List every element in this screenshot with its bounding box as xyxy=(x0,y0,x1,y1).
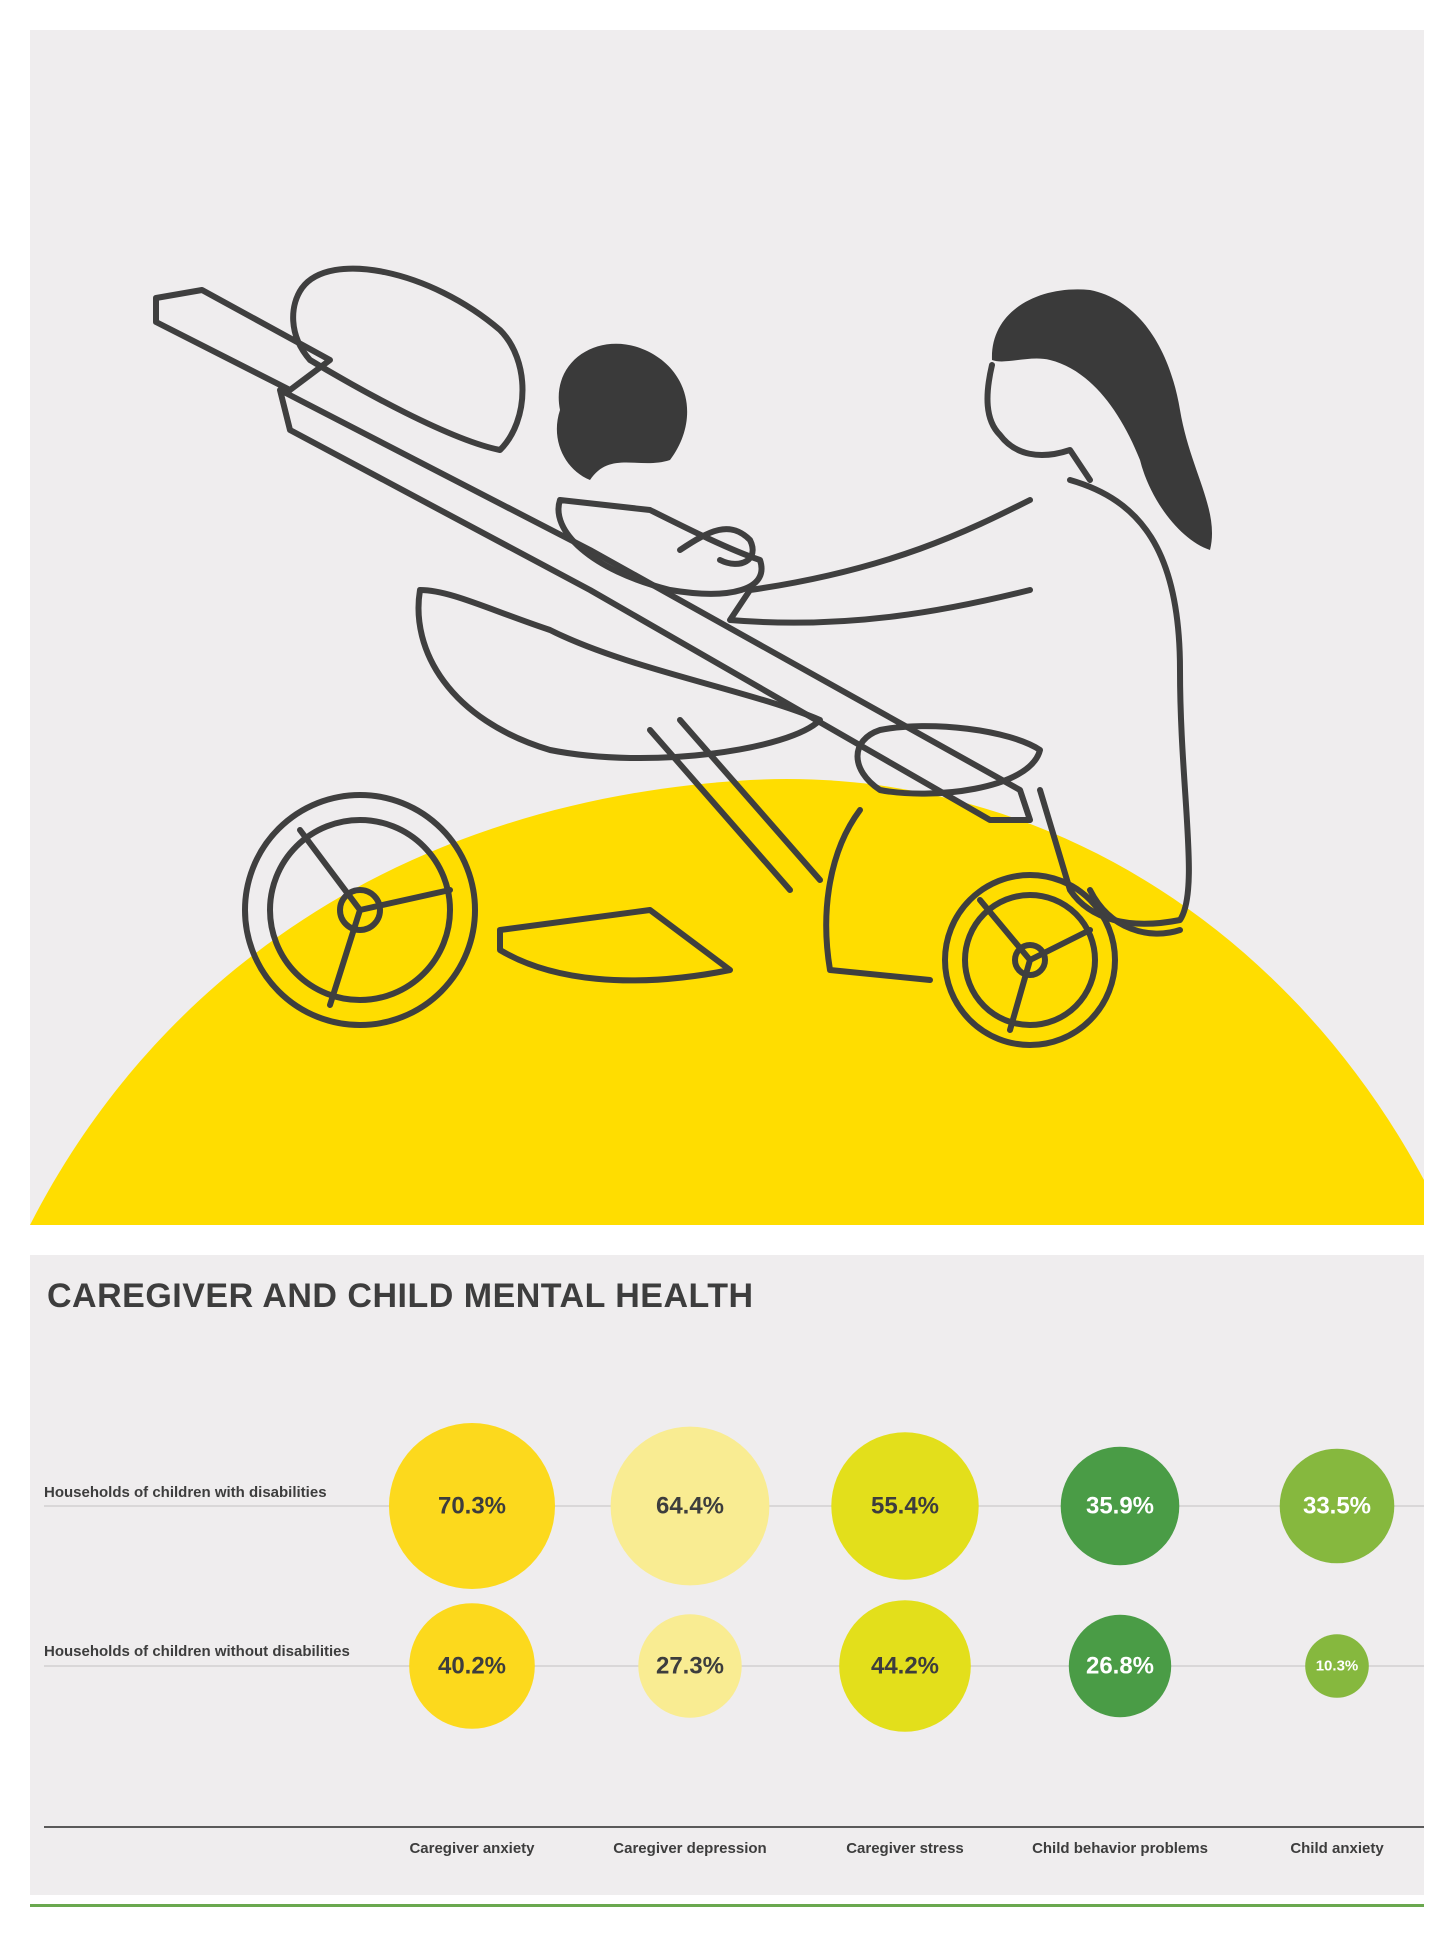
data-label-caregiver-depression-without-disabilities: 27.3% xyxy=(656,1653,724,1680)
data-label-caregiver-stress-with-disabilities: 55.4% xyxy=(871,1493,939,1520)
bottom-rule xyxy=(30,1904,1424,1907)
stroller-handle xyxy=(153,287,333,393)
category-label-caregiver-stress: Caregiver stress xyxy=(846,1840,964,1857)
series-label-with-disabilities: Households of children with disabilities xyxy=(44,1484,327,1501)
category-label-caregiver-depression: Caregiver depression xyxy=(613,1840,767,1857)
data-label-caregiver-depression-with-disabilities: 64.4% xyxy=(656,1493,724,1520)
stroller-front-wheel xyxy=(942,872,1118,1048)
child-arm xyxy=(677,526,756,567)
stroller-seat xyxy=(415,587,823,762)
caregiver-legs xyxy=(823,807,1183,983)
stroller-rear-wheel xyxy=(242,792,478,1028)
category-label-child-behavior-problems: Child behavior problems xyxy=(1032,1840,1208,1857)
bubble-caregiver-depression-without-disabilities xyxy=(638,1614,742,1718)
bubble-child-behavior-problems-without-disabilities xyxy=(1068,1614,1172,1718)
data-label-child-anxiety-without-disabilities: 10.3% xyxy=(1316,1658,1359,1675)
x-axis-line xyxy=(44,1826,1424,1828)
caregiver-lap xyxy=(854,723,1043,797)
caregiver-hair xyxy=(991,289,1213,550)
category-label-caregiver-anxiety: Caregiver anxiety xyxy=(409,1840,535,1857)
chart-title: CAREGIVER AND CHILD MENTAL HEALTH xyxy=(47,1277,754,1315)
category-label-child-anxiety: Child anxiety xyxy=(1290,1840,1384,1857)
data-label-child-behavior-problems-without-disabilities: 26.8% xyxy=(1086,1653,1154,1680)
data-label-caregiver-stress-without-disabilities: 44.2% xyxy=(871,1653,939,1680)
data-label-child-anxiety-with-disabilities: 33.5% xyxy=(1303,1493,1371,1520)
series-label-without-disabilities: Households of children without disabilit… xyxy=(44,1643,350,1660)
bubble-caregiver-depression-with-disabilities xyxy=(610,1426,770,1586)
caregiver-stroller-illustration xyxy=(30,265,1424,1225)
data-label-caregiver-anxiety-without-disabilities: 40.2% xyxy=(438,1653,506,1680)
chart-panel: CAREGIVER AND CHILD MENTAL HEALTH Househ… xyxy=(30,1255,1424,1895)
sun-dome xyxy=(30,779,1424,1225)
bubble-caregiver-anxiety-with-disabilities xyxy=(389,1423,555,1589)
stroller-basket xyxy=(497,907,733,984)
bubble-caregiver-anxiety-without-disabilities xyxy=(409,1603,535,1729)
bubble-caregiver-stress-with-disabilities xyxy=(831,1432,979,1580)
bubble-child-anxiety-without-disabilities xyxy=(1305,1634,1369,1698)
bubble-plot: 70.3% 64.4% 55.4% 35.9% 33.5% 40.2% 27.3% 44.2%… xyxy=(44,1423,1424,1732)
bubble-caregiver-stress-without-disabilities xyxy=(839,1600,971,1732)
stroller-canopy xyxy=(290,265,526,453)
illustration-panel xyxy=(30,30,1424,1225)
child-hair xyxy=(556,343,688,480)
caregiver-torso xyxy=(1037,477,1192,927)
caregiver-face xyxy=(984,362,1093,483)
data-label-child-behavior-problems-with-disabilities: 35.9% xyxy=(1086,1493,1154,1520)
bubble-child-behavior-problems-with-disabilities xyxy=(1060,1446,1180,1566)
data-label-caregiver-anxiety-with-disabilities: 70.3% xyxy=(438,1493,506,1520)
bubble-child-anxiety-with-disabilities xyxy=(1279,1448,1395,1564)
caregiver-arm xyxy=(727,497,1033,626)
